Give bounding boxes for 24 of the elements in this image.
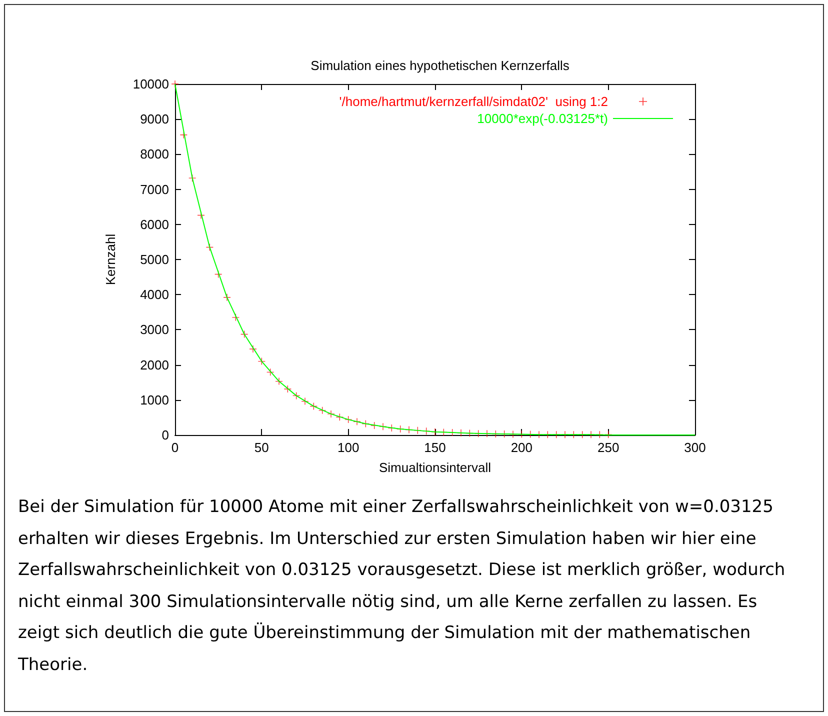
y-tick-label: 5000 — [140, 252, 169, 267]
y-tick-label: 9000 — [140, 112, 169, 127]
y-tick-label: 1000 — [140, 392, 169, 408]
legend-label: 10000*exp(-0.03125*t) — [477, 111, 608, 126]
y-tick-label: 4000 — [140, 287, 169, 302]
x-tick-label: 300 — [684, 440, 706, 455]
x-axis-title: Simualtionsintervall — [379, 460, 492, 475]
chart-title: Simulation eines hypothetischen Kernzerfalls — [310, 58, 570, 73]
x-tick-label: 200 — [510, 440, 533, 455]
x-tick-label: 100 — [337, 440, 360, 455]
y-tick-label: 6000 — [140, 216, 169, 232]
legend-label: '/home/hartmut/kernzerfall/simdat02' using 1:2 — [339, 94, 608, 109]
x-tick-label: 150 — [424, 440, 446, 455]
y-tick-label: 2000 — [140, 357, 169, 372]
y-tick-label: 3000 — [140, 322, 169, 338]
text: Bei der Simulation für 10000 Atome mit einer Zerfallswahrscheinlichkeit von w=0.03125 erhalten wir dieses Ergebnis. Im Unterschied zur ersten Simulation haben wir hier eine Zerfallswahrscheinlichkeit von 0.03125 vorausgesetzt. Diese ist merklich größer, wodurch nicht einmal 300 Simulationsintervalle nötig sind, um alle Kerne zerfallen zu lassen. Es zeigt sich deutlich die gute Übereinstimmung der Simulation mit der mathematischen Theorie. — [18, 496, 786, 676]
y-axis-title: Kernzahl — [103, 234, 118, 286]
x-tick-label: 50 — [254, 440, 269, 455]
x-tick-label: 250 — [597, 440, 620, 455]
y-tick-label: 10000 — [132, 76, 169, 92]
y-tick-label: 0 — [162, 428, 169, 442]
y-tick-label: 7000 — [140, 182, 169, 197]
y-tick-label: 8000 — [140, 146, 169, 162]
x-tick-label: 0 — [171, 440, 179, 455]
